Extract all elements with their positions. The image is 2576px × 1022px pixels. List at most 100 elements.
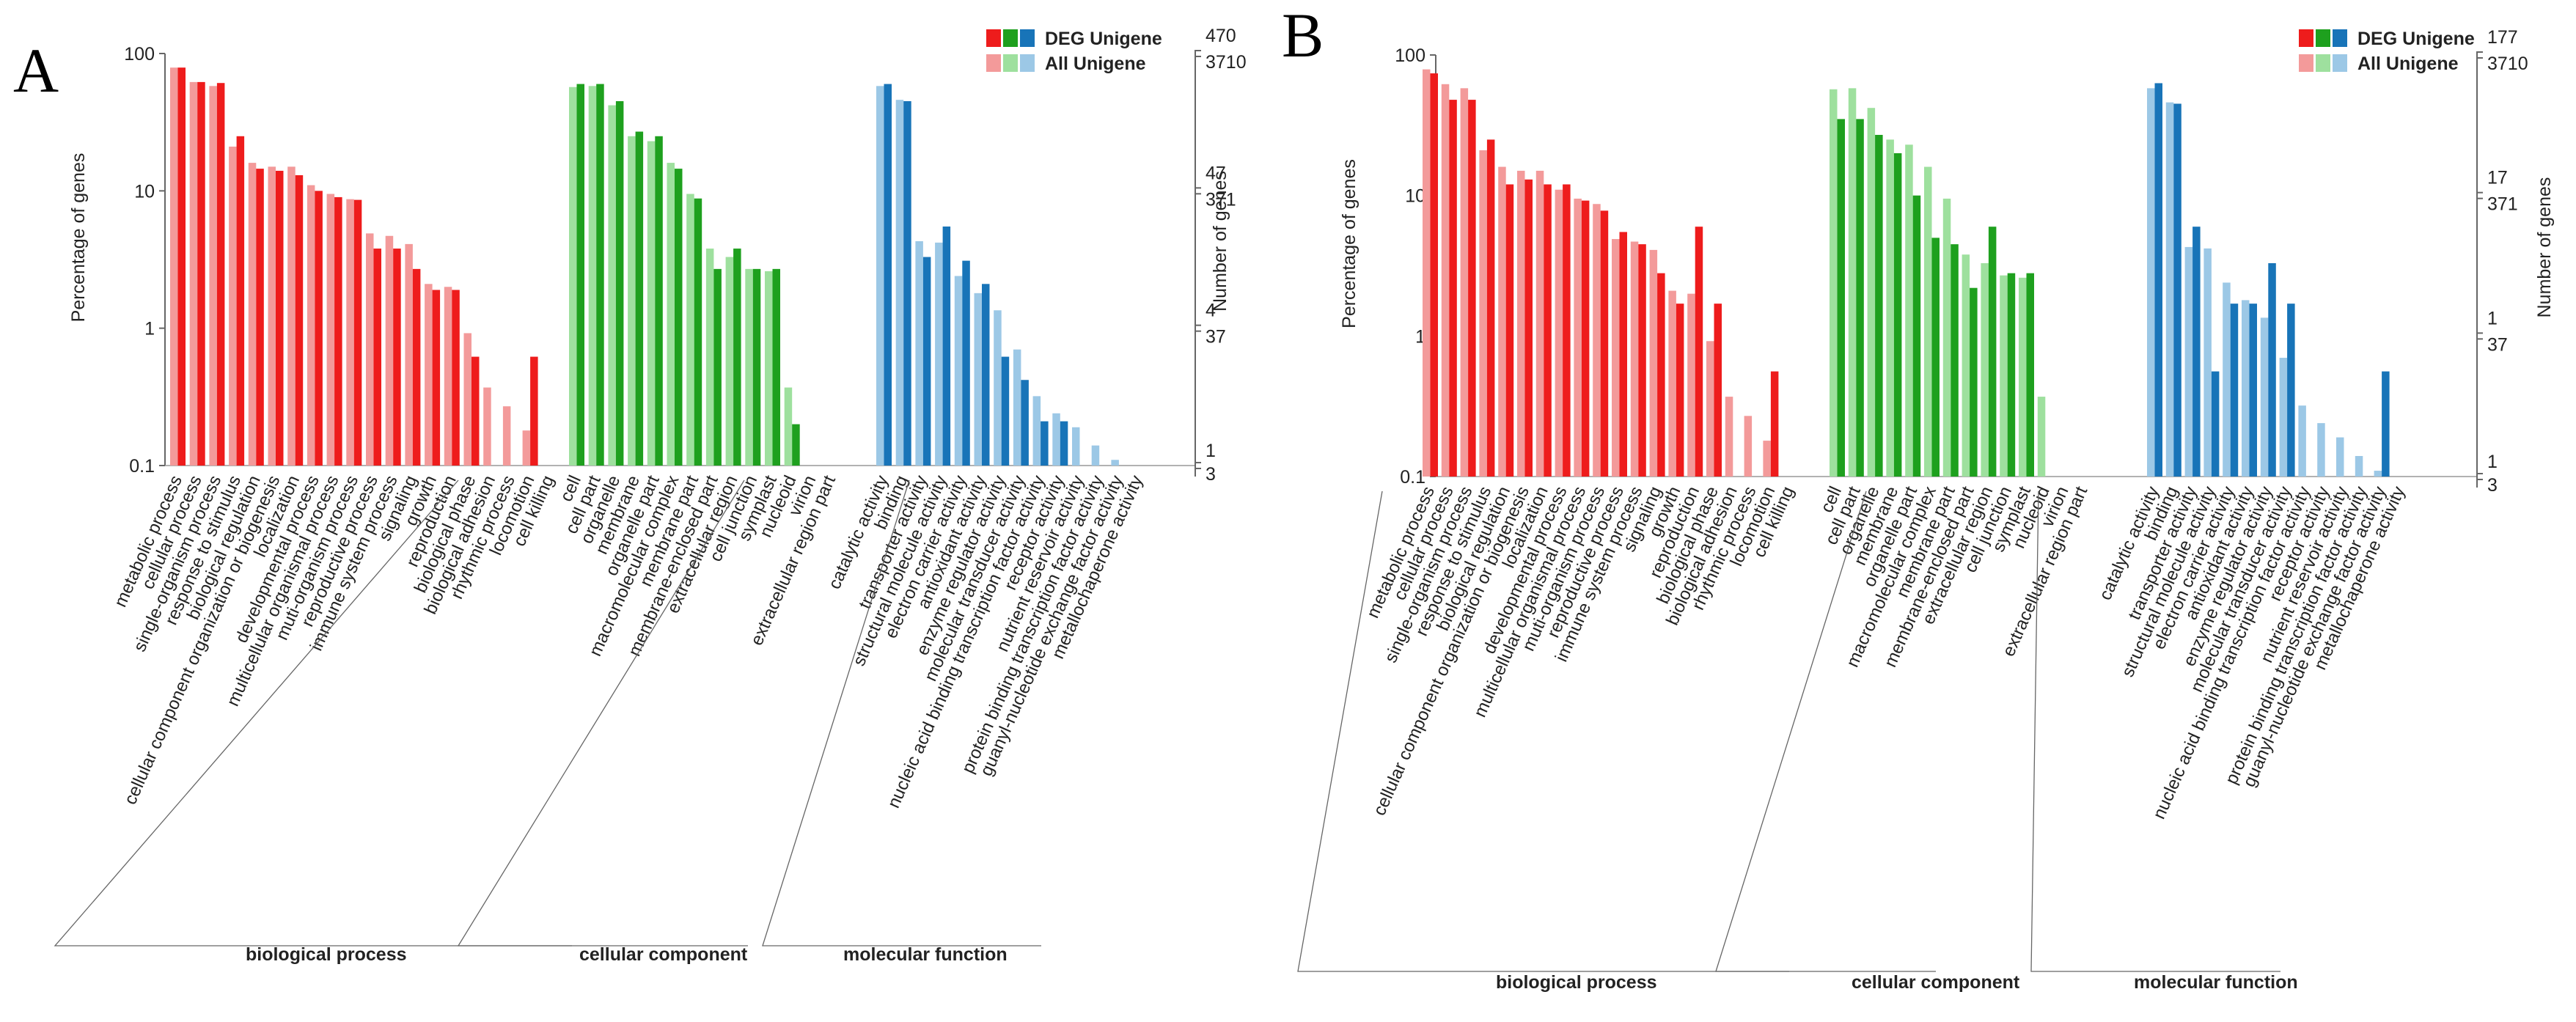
y-axis-title: Percentage of genes: [68, 153, 89, 323]
bar-all-nutrient-reservoir-activity: [1072, 427, 1080, 466]
y-tick-label: 10: [1405, 186, 1425, 207]
bar-all-electron-carrier-activity: [954, 276, 963, 466]
legend-swatch-deg: [986, 29, 1001, 47]
group-label: biological process: [246, 944, 407, 965]
y2-tick-label-all: 37: [1206, 327, 1226, 348]
bar-all-enzyme-regulator-activity: [994, 310, 1002, 466]
bar-deg-catalytic-activity: [884, 84, 892, 466]
bar-all-metabolic-process: [1423, 69, 1431, 477]
bar-deg-catalytic-activity: [2154, 83, 2162, 477]
bar-all-membrane-part: [686, 194, 694, 466]
panel-a: A 100 10 1 0.1 Percentage of genes 470 3710 47 37…: [13, 26, 1247, 965]
bar-all-catalytic-activity: [876, 86, 884, 466]
bar-deg-multicellular-organismal-process: [1581, 200, 1590, 477]
bar-all-response-to-stimulus: [1479, 150, 1487, 477]
bar-all-protein-binding-transcription-factor-activity: [2355, 455, 2363, 477]
bar-deg-macromolecular-complex: [1931, 238, 1940, 477]
bar-all-reproduction: [1687, 293, 1695, 477]
bar-deg-electron-carrier-activity: [2230, 304, 2239, 477]
y2-tick-label-deg: 17: [2487, 168, 2508, 188]
bar-deg-organelle-part: [1912, 195, 1921, 477]
bar-deg-symplast: [772, 268, 780, 466]
y2-tick-label-all: 371: [1206, 189, 1236, 210]
bar-deg-multicellular-organismal-process: [334, 196, 342, 466]
legend-label-all: All Unigene: [2357, 54, 2459, 74]
bar-deg-receptor-activity: [1060, 421, 1068, 466]
bar-deg-response-to-stimulus: [236, 136, 245, 466]
group-bracket: [1715, 490, 1936, 972]
bar-all-protein-binding-transcription-factor-activity: [1091, 445, 1100, 466]
y2-tick-label-all: 371: [2487, 194, 2518, 215]
bar-all-membrane-part: [1942, 198, 1951, 477]
bar-all-membrane: [1886, 139, 1894, 477]
bar-deg-developmental-process: [315, 191, 323, 466]
bar-all-multicellular-organismal-process: [326, 194, 335, 466]
bar-all-macromolecular-complex: [1924, 166, 1932, 477]
bar-all-immune-system-process: [1630, 241, 1639, 477]
bar-all-developmental-process: [307, 185, 315, 466]
bar-all-reproductive-process: [1612, 239, 1620, 477]
bar-deg-nucleoid: [792, 424, 800, 466]
bar-all-response-to-stimulus: [229, 146, 237, 466]
bar-all-nucleoid: [2037, 397, 2046, 477]
bar-deg-extracellular-region: [1988, 227, 1997, 477]
bar-deg-locomotion: [530, 356, 538, 466]
bar-all-growth: [1668, 290, 1676, 477]
bar-deg-cell: [1837, 119, 1845, 477]
bar-deg-cell: [576, 84, 584, 466]
bar-all-extracellular-region: [1981, 262, 1989, 477]
bar-all-locomotion: [522, 430, 531, 466]
bar-deg-organelle-part: [655, 136, 663, 466]
legend-label-deg: DEG Unigene: [1045, 29, 1162, 49]
bar-deg-muti-organism-process: [1600, 210, 1609, 477]
legend-swatch-deg: [2316, 29, 2330, 47]
bar-deg-cellular-component-organization-or-biogenesis: [276, 170, 284, 466]
bar-deg-localization: [1544, 184, 1552, 477]
y2-tick-label-all: 3: [2487, 475, 2498, 496]
group-label: biological process: [1496, 972, 1657, 993]
bar-deg-organelle: [615, 100, 624, 466]
bar-all-nucleic-acid-binding-transcription-factor-activity: [1032, 396, 1041, 466]
bar-deg-electron-carrier-activity: [962, 260, 970, 466]
bar-all-guanyl-nucleotide-exchange-factor-activity: [1111, 460, 1119, 466]
bar-all-rhythmic-process: [502, 406, 511, 466]
bar-all-cellular-process: [1441, 84, 1450, 477]
bar-deg-enzyme-regulator-activity: [2268, 262, 2276, 477]
bar-all-binding: [2165, 102, 2174, 477]
bar-all-multicellular-organismal-process: [1574, 198, 1582, 477]
bar-all-structural-molecule-activity: [2203, 248, 2212, 477]
bar-deg-cellular-component-organization-or-biogenesis: [1524, 179, 1533, 477]
legend-swatch-deg: [2299, 29, 2313, 47]
bar-deg-membrane: [635, 131, 644, 466]
y2-tick-label-deg: 177: [2487, 27, 2518, 48]
group-label: molecular function: [843, 944, 1008, 965]
legend: DEG Unigene All Unigene: [2299, 29, 2475, 74]
bar-all-cell-part: [588, 86, 597, 466]
legend-swatch-deg: [2333, 29, 2347, 47]
bar-all-biological-adhesion: [1725, 397, 1733, 477]
y2-tick-label-deg: 47: [1206, 163, 1226, 183]
bar-deg-reproduction: [452, 290, 460, 466]
bar-all-signaling: [1649, 249, 1658, 477]
bar-all-cell-part: [1848, 88, 1857, 477]
group-bracket: [457, 479, 748, 946]
group-label: molecular function: [2134, 972, 2298, 993]
bar-deg-binding: [2173, 103, 2181, 477]
bar-all-muti-organism-process: [346, 199, 354, 466]
bar-all-receptor-activity: [2317, 423, 2325, 477]
bar-all-macromolecular-complex: [667, 163, 675, 466]
bar-all-cellular-component-organization-or-biogenesis: [268, 166, 276, 466]
bar-all-developmental-process: [1555, 189, 1563, 477]
group-bracket: [54, 479, 572, 946]
bar-all-antioxidant-activity: [974, 293, 982, 466]
y-tick-label: 100: [124, 44, 155, 65]
bar-deg-cell-junction: [752, 268, 761, 466]
bar-all-receptor-activity: [1052, 413, 1060, 466]
bar-deg-locomotion: [1770, 371, 1779, 477]
group-bracket: [762, 479, 1041, 946]
y-tick-label: 0.1: [129, 456, 155, 477]
bar-all-localization: [287, 166, 296, 466]
bar-deg-transporter-activity: [2192, 227, 2201, 477]
bar-all-enzyme-regulator-activity: [2260, 317, 2269, 477]
